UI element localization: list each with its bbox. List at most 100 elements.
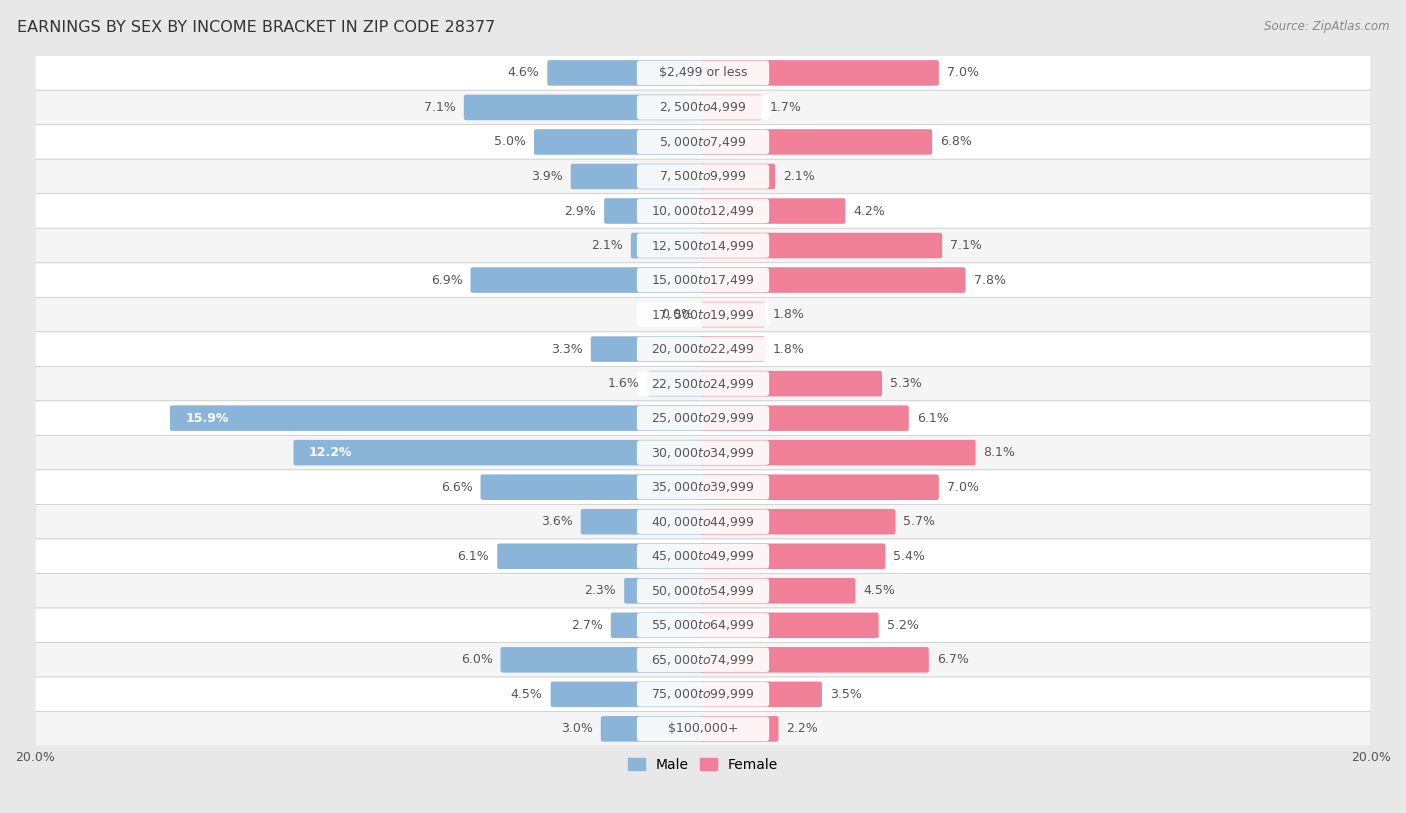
Text: $2,500 to $4,999: $2,500 to $4,999 xyxy=(659,101,747,115)
FancyBboxPatch shape xyxy=(35,401,1371,436)
FancyBboxPatch shape xyxy=(702,578,855,603)
Text: 6.0%: 6.0% xyxy=(461,654,492,667)
FancyBboxPatch shape xyxy=(637,233,769,258)
Text: 6.8%: 6.8% xyxy=(941,136,972,149)
FancyBboxPatch shape xyxy=(702,509,896,534)
Text: 7.0%: 7.0% xyxy=(946,67,979,80)
Text: 3.0%: 3.0% xyxy=(561,723,593,736)
FancyBboxPatch shape xyxy=(294,440,704,466)
FancyBboxPatch shape xyxy=(534,129,704,154)
FancyBboxPatch shape xyxy=(35,298,1371,332)
Text: 8.1%: 8.1% xyxy=(984,446,1015,459)
FancyBboxPatch shape xyxy=(624,578,704,603)
FancyBboxPatch shape xyxy=(481,475,704,500)
Text: 7.1%: 7.1% xyxy=(950,239,981,252)
FancyBboxPatch shape xyxy=(600,716,704,741)
Text: 0.0%: 0.0% xyxy=(661,308,693,321)
FancyBboxPatch shape xyxy=(702,302,765,328)
FancyBboxPatch shape xyxy=(648,371,704,397)
FancyBboxPatch shape xyxy=(702,681,823,707)
Text: $10,000 to $12,499: $10,000 to $12,499 xyxy=(651,204,755,218)
FancyBboxPatch shape xyxy=(637,682,769,706)
Text: 5.4%: 5.4% xyxy=(893,550,925,563)
Text: 2.2%: 2.2% xyxy=(786,723,818,736)
Text: 1.6%: 1.6% xyxy=(607,377,640,390)
FancyBboxPatch shape xyxy=(637,406,769,430)
FancyBboxPatch shape xyxy=(702,475,939,500)
FancyBboxPatch shape xyxy=(702,60,939,85)
FancyBboxPatch shape xyxy=(35,332,1371,367)
Text: 3.5%: 3.5% xyxy=(830,688,862,701)
FancyBboxPatch shape xyxy=(605,198,704,224)
FancyBboxPatch shape xyxy=(35,436,1371,470)
FancyBboxPatch shape xyxy=(637,648,769,672)
FancyBboxPatch shape xyxy=(35,228,1371,263)
Text: 6.6%: 6.6% xyxy=(440,480,472,493)
FancyBboxPatch shape xyxy=(702,371,882,397)
Text: $7,500 to $9,999: $7,500 to $9,999 xyxy=(659,169,747,184)
FancyBboxPatch shape xyxy=(35,263,1371,298)
FancyBboxPatch shape xyxy=(702,543,886,569)
Text: 3.3%: 3.3% xyxy=(551,342,582,355)
FancyBboxPatch shape xyxy=(170,406,704,431)
FancyBboxPatch shape xyxy=(637,61,769,85)
FancyBboxPatch shape xyxy=(35,124,1371,159)
Text: $35,000 to $39,999: $35,000 to $39,999 xyxy=(651,480,755,494)
FancyBboxPatch shape xyxy=(702,163,775,189)
Text: $25,000 to $29,999: $25,000 to $29,999 xyxy=(651,411,755,425)
Text: EARNINGS BY SEX BY INCOME BRACKET IN ZIP CODE 28377: EARNINGS BY SEX BY INCOME BRACKET IN ZIP… xyxy=(17,20,495,35)
FancyBboxPatch shape xyxy=(610,612,704,638)
Text: 2.1%: 2.1% xyxy=(783,170,815,183)
FancyBboxPatch shape xyxy=(35,90,1371,124)
FancyBboxPatch shape xyxy=(498,543,704,569)
Text: $50,000 to $54,999: $50,000 to $54,999 xyxy=(651,584,755,598)
FancyBboxPatch shape xyxy=(35,642,1371,677)
Text: 5.3%: 5.3% xyxy=(890,377,922,390)
FancyBboxPatch shape xyxy=(637,198,769,224)
Text: 5.2%: 5.2% xyxy=(887,619,918,632)
FancyBboxPatch shape xyxy=(702,233,942,259)
FancyBboxPatch shape xyxy=(637,302,769,327)
FancyBboxPatch shape xyxy=(35,159,1371,193)
Text: 4.6%: 4.6% xyxy=(508,67,540,80)
FancyBboxPatch shape xyxy=(702,129,932,154)
FancyBboxPatch shape xyxy=(35,367,1371,401)
FancyBboxPatch shape xyxy=(637,544,769,568)
Text: $20,000 to $22,499: $20,000 to $22,499 xyxy=(651,342,755,356)
Text: 6.1%: 6.1% xyxy=(457,550,489,563)
Text: $40,000 to $44,999: $40,000 to $44,999 xyxy=(651,515,755,528)
FancyBboxPatch shape xyxy=(637,475,769,499)
FancyBboxPatch shape xyxy=(637,510,769,534)
FancyBboxPatch shape xyxy=(631,233,704,259)
Text: 7.0%: 7.0% xyxy=(946,480,979,493)
FancyBboxPatch shape xyxy=(637,95,769,120)
Text: 3.9%: 3.9% xyxy=(531,170,562,183)
Text: $45,000 to $49,999: $45,000 to $49,999 xyxy=(651,550,755,563)
FancyBboxPatch shape xyxy=(35,55,1371,90)
Text: $12,500 to $14,999: $12,500 to $14,999 xyxy=(651,238,755,253)
Text: 1.8%: 1.8% xyxy=(773,342,806,355)
Text: 6.9%: 6.9% xyxy=(430,273,463,286)
FancyBboxPatch shape xyxy=(35,711,1371,746)
FancyBboxPatch shape xyxy=(637,716,769,741)
FancyBboxPatch shape xyxy=(702,406,908,431)
FancyBboxPatch shape xyxy=(637,267,769,293)
FancyBboxPatch shape xyxy=(35,608,1371,642)
Text: Source: ZipAtlas.com: Source: ZipAtlas.com xyxy=(1264,20,1389,33)
FancyBboxPatch shape xyxy=(637,441,769,465)
Text: 2.7%: 2.7% xyxy=(571,619,603,632)
Text: 6.1%: 6.1% xyxy=(917,411,949,424)
FancyBboxPatch shape xyxy=(702,267,966,293)
Text: $2,499 or less: $2,499 or less xyxy=(659,67,747,80)
Text: 2.9%: 2.9% xyxy=(564,205,596,218)
Text: 2.3%: 2.3% xyxy=(585,585,616,598)
Text: 7.8%: 7.8% xyxy=(973,273,1005,286)
FancyBboxPatch shape xyxy=(702,440,976,466)
Text: $5,000 to $7,499: $5,000 to $7,499 xyxy=(659,135,747,149)
FancyBboxPatch shape xyxy=(464,94,704,120)
FancyBboxPatch shape xyxy=(702,716,779,741)
FancyBboxPatch shape xyxy=(35,193,1371,228)
Legend: Male, Female: Male, Female xyxy=(623,752,783,777)
Text: 5.7%: 5.7% xyxy=(904,515,935,528)
Text: 2.1%: 2.1% xyxy=(591,239,623,252)
